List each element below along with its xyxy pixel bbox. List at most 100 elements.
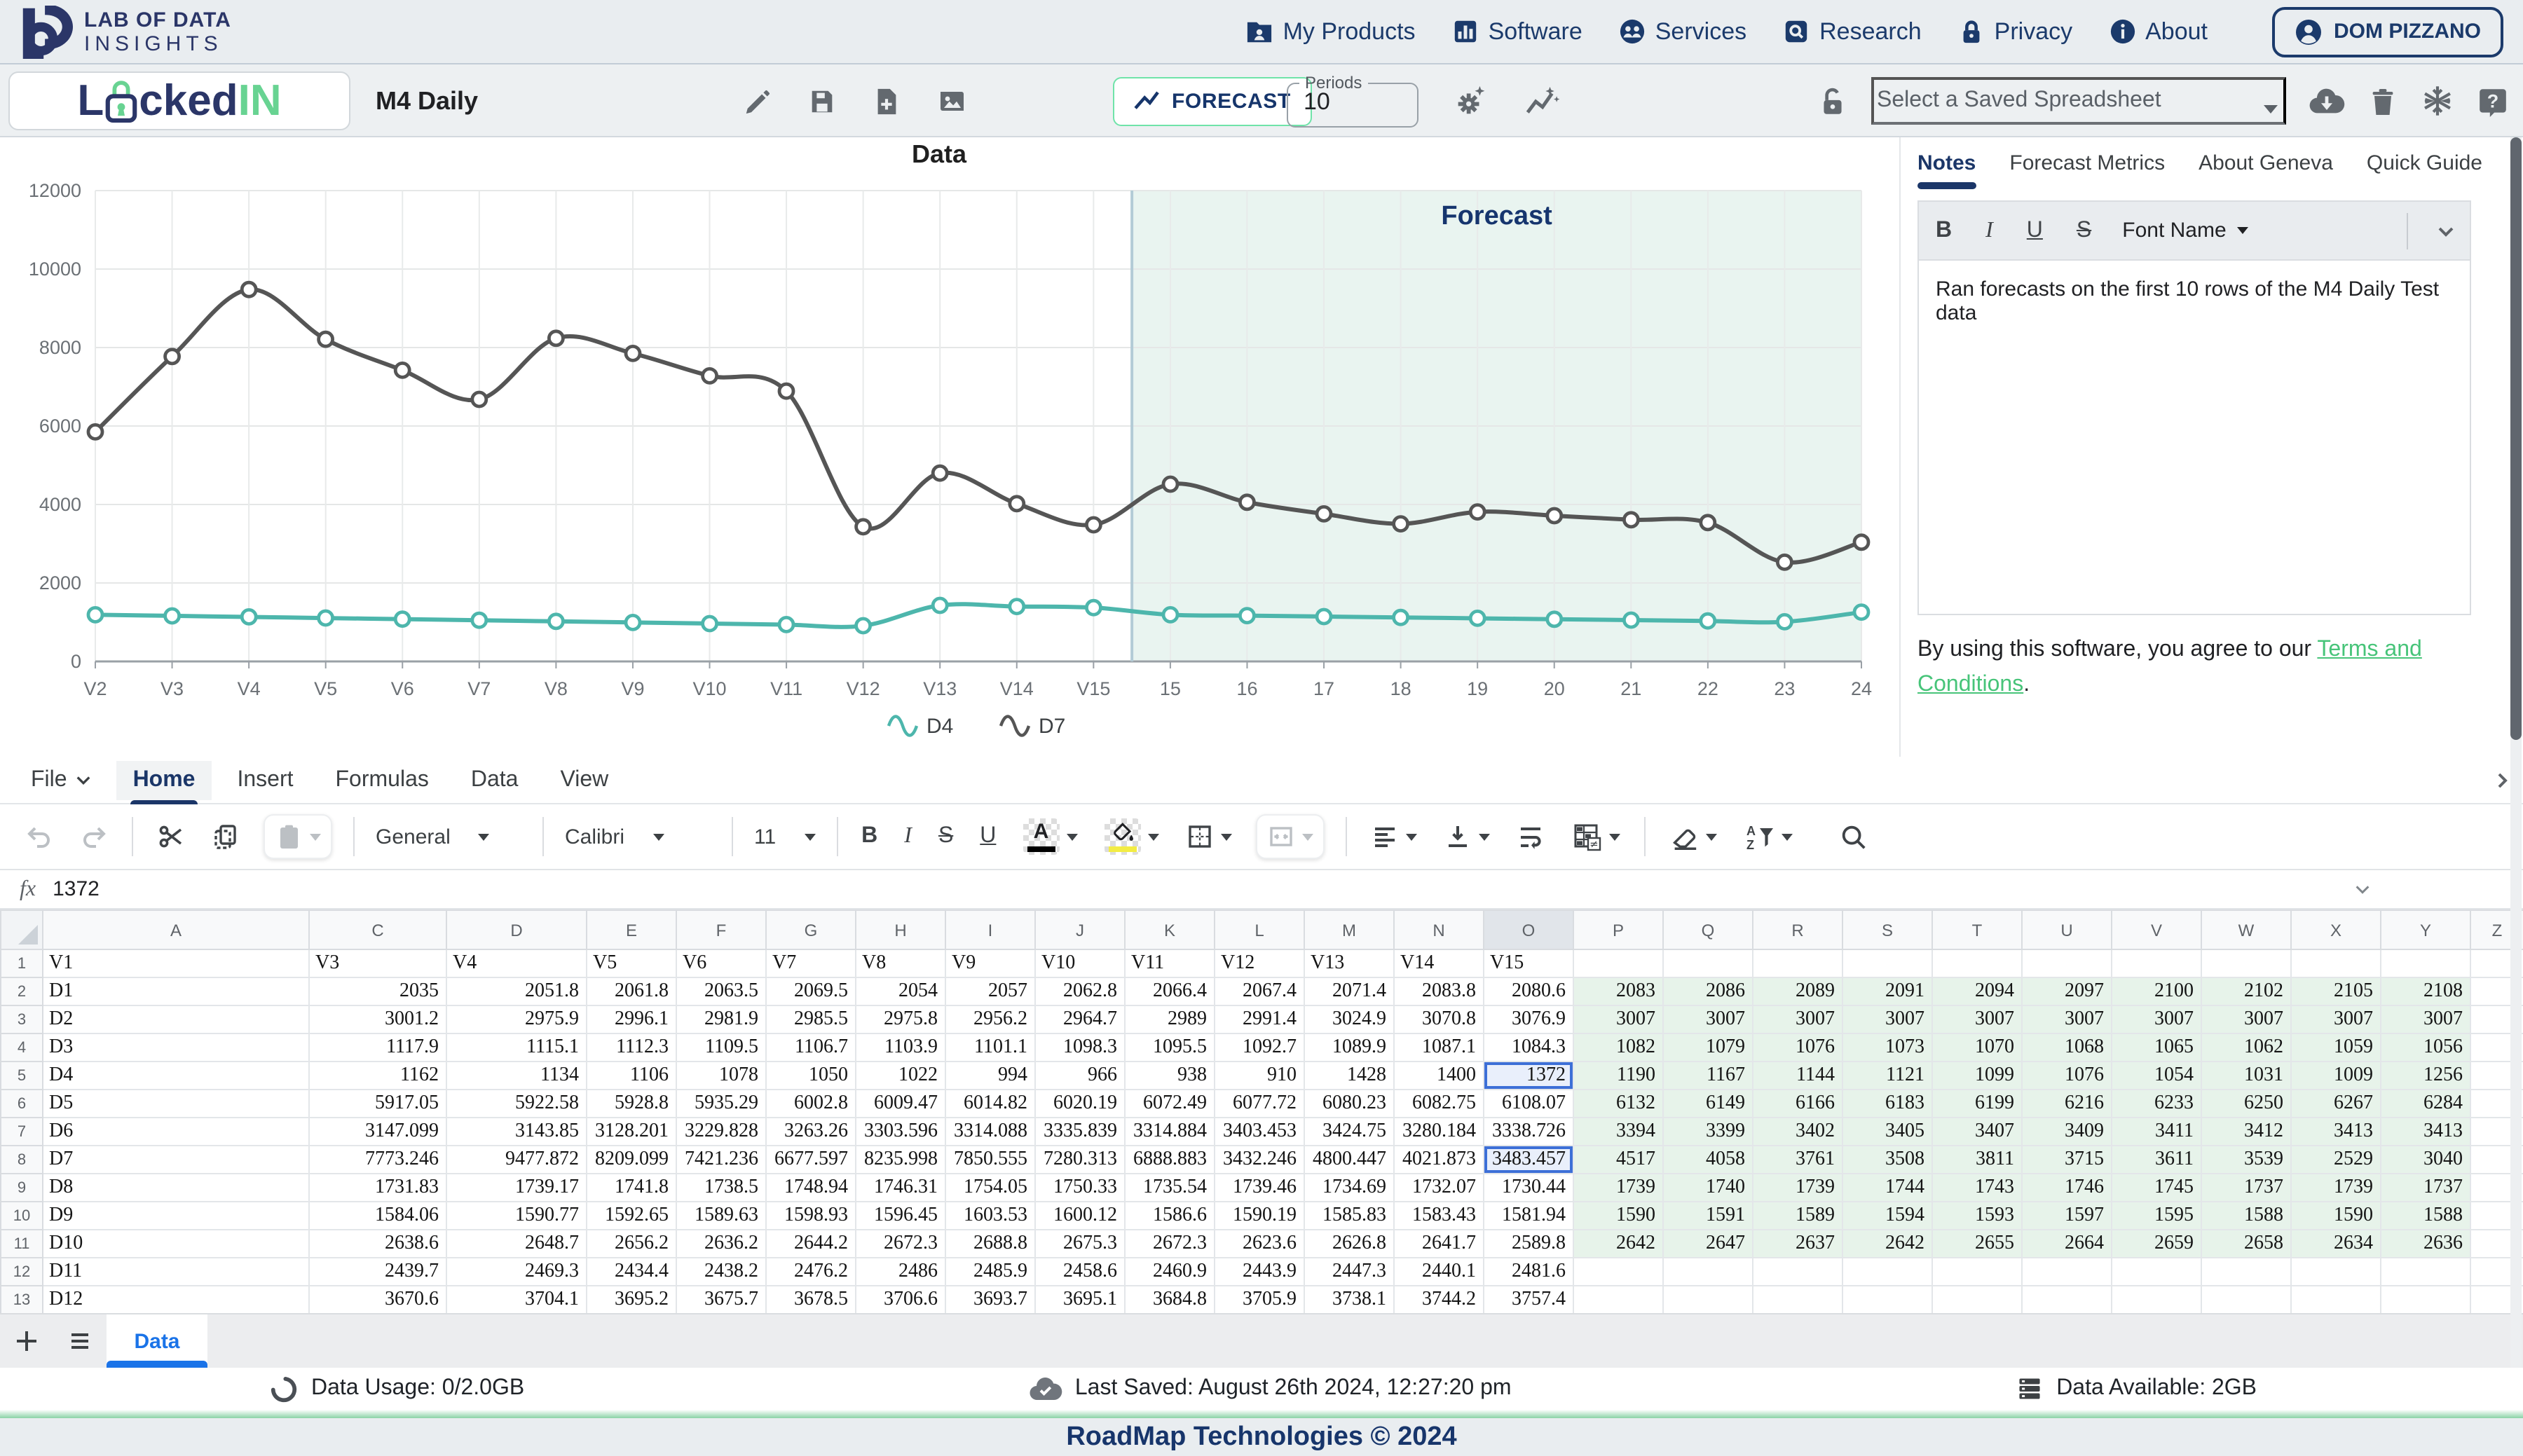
cell-R10[interactable]: 1589	[1752, 1201, 1843, 1230]
cell-J8[interactable]: 7280.313	[1034, 1145, 1126, 1174]
cell-D13[interactable]: 3704.1	[446, 1285, 587, 1313]
formula-input[interactable]: 1372	[53, 877, 100, 901]
cell-H1[interactable]: V8	[855, 949, 946, 978]
cell-Q13[interactable]	[1662, 1285, 1753, 1313]
cell-N8[interactable]: 4021.873	[1393, 1145, 1484, 1174]
tab-forecast-metrics[interactable]: Forecast Metrics	[2009, 151, 2166, 175]
company-logo[interactable]: LAB OF DATA INSIGHTS	[20, 5, 231, 58]
redo-button[interactable]	[77, 820, 111, 853]
cell-N11[interactable]: 2641.7	[1393, 1229, 1484, 1258]
cell-S11[interactable]: 2642	[1842, 1229, 1933, 1258]
underline-button[interactable]: U	[977, 821, 999, 852]
cell-C12[interactable]: 2439.7	[308, 1257, 447, 1286]
panel-collapse-button[interactable]	[2492, 770, 2512, 790]
underline-button[interactable]: U	[2024, 215, 2046, 246]
cell-O9[interactable]: 1730.44	[1483, 1173, 1574, 1202]
cell-H7[interactable]: 3303.596	[855, 1117, 946, 1146]
cell-D3[interactable]: 2975.9	[446, 1005, 587, 1034]
cell-S7[interactable]: 3405	[1842, 1117, 1933, 1146]
cell-I4[interactable]: 1101.1	[945, 1033, 1036, 1062]
cell-G5[interactable]: 1050	[765, 1061, 856, 1090]
column-header-M[interactable]: M	[1304, 909, 1395, 950]
cell-H12[interactable]: 2486	[855, 1257, 946, 1286]
cell-T2[interactable]: 2094	[1931, 977, 2023, 1006]
cell-A11[interactable]: D10	[42, 1229, 310, 1258]
cut-button[interactable]	[154, 820, 188, 853]
cell-L12[interactable]: 2443.9	[1214, 1257, 1305, 1286]
cell-T11[interactable]: 2655	[1931, 1229, 2023, 1258]
cell-O5[interactable]: 1372	[1483, 1061, 1574, 1090]
account-button[interactable]: DOM PIZZANO	[2272, 6, 2503, 57]
cell-S9[interactable]: 1744	[1842, 1173, 1933, 1202]
cell-W11[interactable]: 2658	[2201, 1229, 2292, 1258]
cell-T6[interactable]: 6199	[1931, 1089, 2023, 1118]
nav-item-services[interactable]: Services	[1619, 18, 1746, 46]
cell-Y2[interactable]: 2108	[2380, 977, 2471, 1006]
cell-C10[interactable]: 1584.06	[308, 1201, 447, 1230]
cell-J2[interactable]: 2062.8	[1034, 977, 1126, 1006]
cell-Q1[interactable]	[1662, 949, 1753, 978]
cell-P10[interactable]: 1590	[1573, 1201, 1664, 1230]
cell-E9[interactable]: 1741.8	[586, 1173, 677, 1202]
font-family-select[interactable]: Calibri	[565, 825, 711, 849]
cell-R12[interactable]	[1752, 1257, 1843, 1286]
cell-M6[interactable]: 6080.23	[1304, 1089, 1395, 1118]
cell-Q10[interactable]: 1591	[1662, 1201, 1753, 1230]
cell-R6[interactable]: 6166	[1752, 1089, 1843, 1118]
nav-item-research[interactable]: Research	[1783, 18, 1922, 46]
cell-E7[interactable]: 3128.201	[586, 1117, 677, 1146]
cell-G3[interactable]: 2985.5	[765, 1005, 856, 1034]
scrollbar-thumb[interactable]	[2510, 137, 2522, 740]
cell-O11[interactable]: 2589.8	[1483, 1229, 1574, 1258]
cell-L1[interactable]: V12	[1214, 949, 1305, 978]
cell-V5[interactable]: 1054	[2111, 1061, 2202, 1090]
cell-M2[interactable]: 2071.4	[1304, 977, 1395, 1006]
cell-Q12[interactable]	[1662, 1257, 1753, 1286]
cell-V9[interactable]: 1745	[2111, 1173, 2202, 1202]
copy-button[interactable]	[209, 820, 242, 853]
cell-S8[interactable]: 3508	[1842, 1145, 1933, 1174]
cell-X1[interactable]	[2290, 949, 2381, 978]
column-header-R[interactable]: R	[1752, 909, 1843, 950]
menu-home[interactable]: Home	[116, 760, 212, 806]
cell-H13[interactable]: 3706.6	[855, 1285, 946, 1313]
vertical-align-button[interactable]	[1440, 820, 1492, 853]
cell-I10[interactable]: 1603.53	[945, 1201, 1036, 1230]
cell-N3[interactable]: 3070.8	[1393, 1005, 1484, 1034]
cell-A3[interactable]: D2	[42, 1005, 310, 1034]
cell-C8[interactable]: 7773.246	[308, 1145, 447, 1174]
column-header-K[interactable]: K	[1124, 909, 1215, 950]
cell-H6[interactable]: 6009.47	[855, 1089, 946, 1118]
conditional-format-button[interactable]: ≠	[1568, 818, 1622, 855]
forecast-button[interactable]: FORECAST	[1113, 77, 1312, 126]
cell-R13[interactable]	[1752, 1285, 1843, 1313]
cell-X7[interactable]: 3413	[2290, 1117, 2381, 1146]
row-header-8[interactable]: 8	[0, 1145, 43, 1174]
cell-M1[interactable]: V13	[1304, 949, 1395, 978]
cell-W6[interactable]: 6250	[2201, 1089, 2292, 1118]
cell-N5[interactable]: 1400	[1393, 1061, 1484, 1090]
horizontal-align-button[interactable]	[1367, 820, 1419, 853]
cell-C7[interactable]: 3147.099	[308, 1117, 447, 1146]
column-header-F[interactable]: F	[676, 909, 767, 950]
cell-W4[interactable]: 1062	[2201, 1033, 2292, 1062]
cell-P6[interactable]: 6132	[1573, 1089, 1664, 1118]
cell-I11[interactable]: 2688.8	[945, 1229, 1036, 1258]
periods-value[interactable]: 10	[1304, 88, 1330, 115]
export-image-button[interactable]	[936, 85, 967, 116]
cell-F9[interactable]: 1738.5	[676, 1173, 767, 1202]
menu-view[interactable]: View	[560, 767, 609, 791]
select-all-corner[interactable]	[0, 909, 43, 950]
freeze-button[interactable]	[2421, 84, 2454, 118]
cell-I7[interactable]: 3314.088	[945, 1117, 1036, 1146]
cell-D12[interactable]: 2469.3	[446, 1257, 587, 1286]
nav-item-about[interactable]: About	[2109, 18, 2208, 46]
cell-I13[interactable]: 3693.7	[945, 1285, 1036, 1313]
cell-T5[interactable]: 1099	[1931, 1061, 2023, 1090]
cell-H9[interactable]: 1746.31	[855, 1173, 946, 1202]
column-header-X[interactable]: X	[2290, 909, 2381, 950]
row-header-12[interactable]: 12	[0, 1257, 43, 1286]
cell-E3[interactable]: 2996.1	[586, 1005, 677, 1034]
cell-N7[interactable]: 3280.184	[1393, 1117, 1484, 1146]
cell-H4[interactable]: 1103.9	[855, 1033, 946, 1062]
